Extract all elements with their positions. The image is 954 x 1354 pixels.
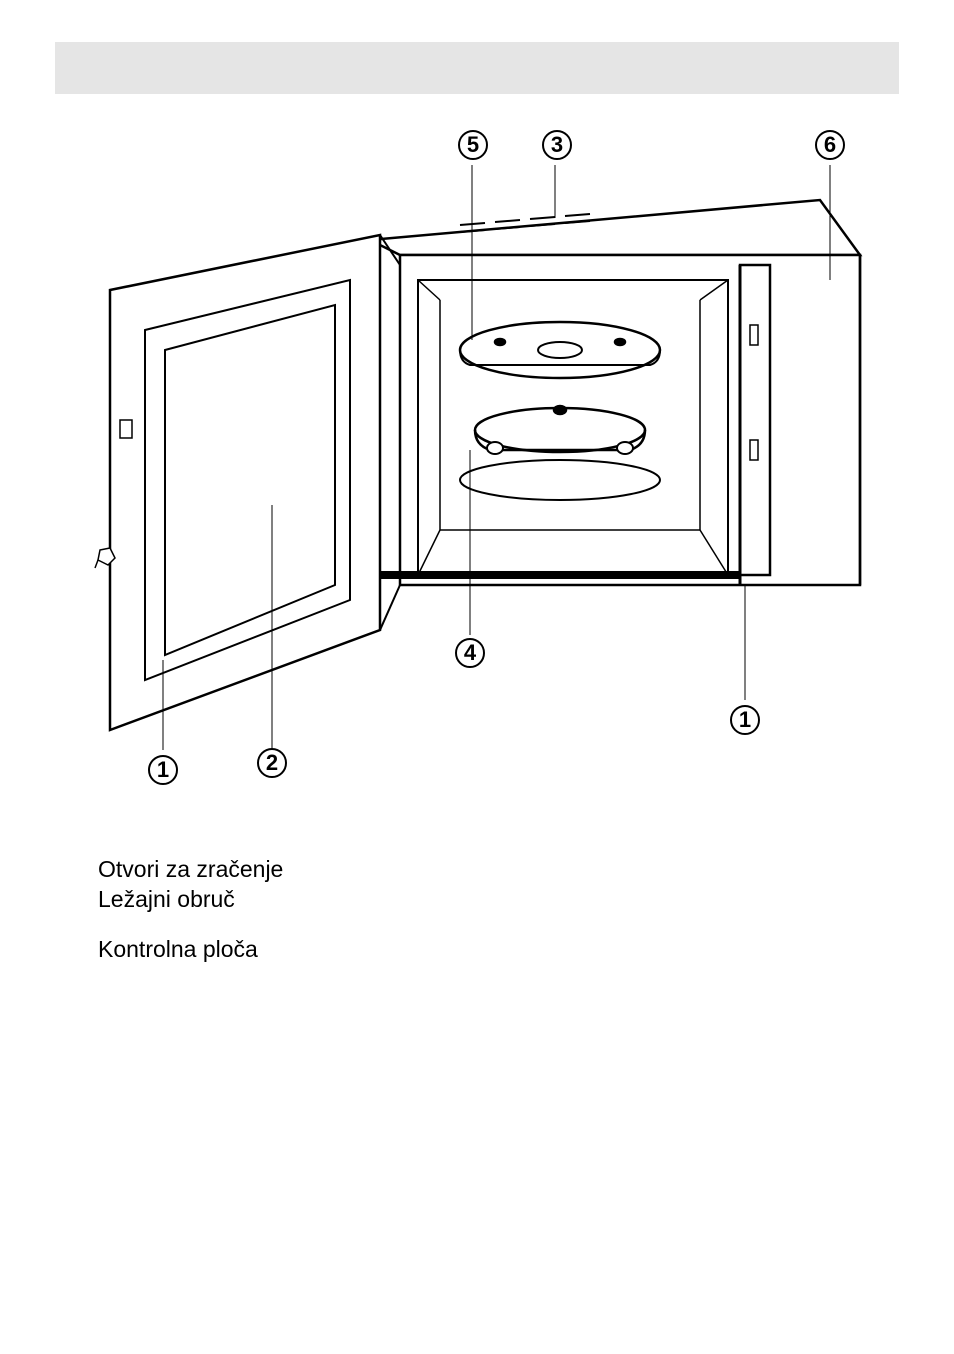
callout-1-left: 1 — [148, 755, 178, 785]
callout-number-5: 5 — [458, 130, 488, 160]
header-bar — [55, 42, 899, 94]
callout-5: 5 — [458, 130, 488, 160]
callout-number-1b: 1 — [730, 705, 760, 735]
callout-number-6: 6 — [815, 130, 845, 160]
microwave-diagram: 5 3 6 4 1 1 2 — [60, 110, 890, 810]
callout-number-4: 4 — [455, 638, 485, 668]
callout-2: 2 — [257, 748, 287, 778]
callout-6: 6 — [815, 130, 845, 160]
callout-4: 4 — [455, 638, 485, 668]
microwave-svg — [60, 110, 890, 810]
callout-1-right: 1 — [730, 705, 760, 735]
callout-3: 3 — [542, 130, 572, 160]
callout-number-2: 2 — [257, 748, 287, 778]
callout-number-3: 3 — [542, 130, 572, 160]
text-line-3: Kontrolna ploča — [98, 935, 258, 965]
text-line-1: Otvori za zračenje — [98, 855, 283, 885]
callout-number-1a: 1 — [148, 755, 178, 785]
text-line-2: Ležajni obruč — [98, 885, 235, 915]
